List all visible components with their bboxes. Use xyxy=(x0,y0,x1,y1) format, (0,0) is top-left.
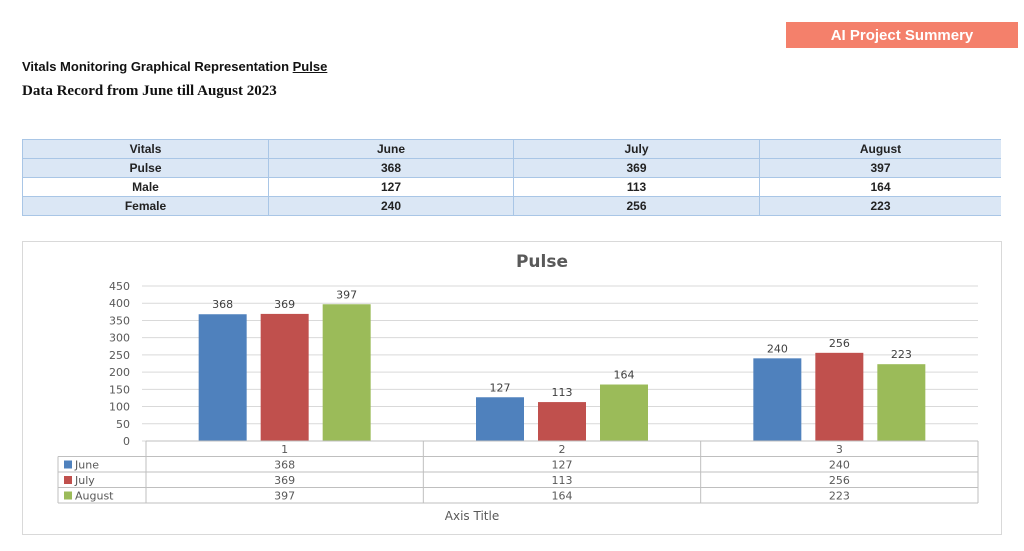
table-cell: 223 xyxy=(759,196,1001,216)
y-tick-label: 250 xyxy=(109,349,130,362)
data-table-value: 368 xyxy=(274,459,295,472)
table-cell: Pulse xyxy=(22,158,269,178)
project-summary-badge: AI Project Summery xyxy=(786,22,1018,48)
x-tick-label: 1 xyxy=(281,443,288,456)
x-tick-label: 3 xyxy=(836,443,843,456)
data-label: 240 xyxy=(767,342,788,355)
data-table-value: 256 xyxy=(829,474,850,487)
bar-july xyxy=(538,402,586,441)
data-label: 113 xyxy=(552,386,573,399)
y-tick-label: 350 xyxy=(109,314,130,327)
table-cell: Female xyxy=(22,196,269,216)
page-title-vital: Pulse xyxy=(292,59,328,74)
legend-label: July xyxy=(74,474,95,487)
table-cell: 256 xyxy=(513,196,760,216)
table-header-cell: June xyxy=(268,139,514,159)
legend-swatch-july xyxy=(64,476,72,484)
vitals-table: Vitals June July August Pulse 368 369 39… xyxy=(22,139,1001,216)
table-cell: 164 xyxy=(759,177,1001,197)
data-table-value: 223 xyxy=(829,490,850,503)
x-axis-title: Axis Title xyxy=(445,509,499,523)
x-tick-label: 2 xyxy=(559,443,566,456)
bar-june xyxy=(476,397,524,441)
table-cell: 113 xyxy=(513,177,760,197)
table-cell: 127 xyxy=(268,177,514,197)
table-cell: 368 xyxy=(268,158,514,178)
data-table-value: 164 xyxy=(552,490,573,503)
bar-august xyxy=(877,364,926,441)
legend-swatch-june xyxy=(64,460,72,469)
table-header-cell: August xyxy=(759,139,1001,159)
y-tick-label: 300 xyxy=(109,332,130,345)
data-table-value: 369 xyxy=(274,474,295,487)
legend-label: August xyxy=(75,490,114,503)
data-label: 369 xyxy=(274,298,295,311)
bar-june xyxy=(198,314,247,441)
table-row: Male 127 113 164 xyxy=(22,177,1001,197)
table-cell: 397 xyxy=(759,158,1001,178)
data-label: 368 xyxy=(212,298,233,311)
data-label: 256 xyxy=(829,337,850,350)
y-tick-label: 200 xyxy=(109,366,130,379)
table-header-cell: Vitals xyxy=(22,139,269,159)
y-tick-label: 100 xyxy=(109,401,130,414)
data-table-value: 113 xyxy=(552,474,573,487)
table-cell: Male xyxy=(22,177,269,197)
table-header-row: Vitals June July August xyxy=(22,139,1001,159)
page-subtitle: Data Record from June till August 2023 xyxy=(22,83,277,99)
bar-june xyxy=(753,358,802,441)
y-tick-label: 400 xyxy=(109,297,130,310)
bar-august xyxy=(600,384,648,441)
table-cell: 369 xyxy=(513,158,760,178)
legend-label: June xyxy=(74,459,99,472)
pulse-chart-svg: Pulse 0 50 100 150 200 250 300 350 400 450 368 369 39… xyxy=(57,252,979,523)
chart-title: Pulse xyxy=(516,252,568,272)
bar-august xyxy=(322,304,371,441)
y-tick-label: 150 xyxy=(109,383,130,396)
table-cell: 240 xyxy=(268,196,514,216)
bar-july xyxy=(815,352,864,441)
y-tick-label: 0 xyxy=(123,435,130,448)
table-row: Female 240 256 223 xyxy=(22,196,1001,216)
legend-swatch-august xyxy=(64,491,72,500)
table-row: Pulse 368 369 397 xyxy=(22,158,1001,178)
y-tick-label: 50 xyxy=(116,418,130,431)
table-header-cell: July xyxy=(513,139,760,159)
data-table-value: 127 xyxy=(552,459,573,472)
data-table-value: 240 xyxy=(829,459,850,472)
data-label: 223 xyxy=(891,348,912,361)
data-table-value: 397 xyxy=(274,490,295,503)
y-tick-label: 450 xyxy=(109,280,130,293)
pulse-chart: Pulse 0 50 100 150 200 250 300 350 400 450 368 369 39… xyxy=(22,241,1002,535)
bar-july xyxy=(260,313,309,441)
data-label: 164 xyxy=(614,369,635,382)
data-label: 397 xyxy=(336,288,357,301)
page-title-prefix: Vitals Monitoring Graphical Representati… xyxy=(22,59,293,74)
data-label: 127 xyxy=(490,381,511,394)
page-title: Vitals Monitoring Graphical Representati… xyxy=(22,59,327,74)
